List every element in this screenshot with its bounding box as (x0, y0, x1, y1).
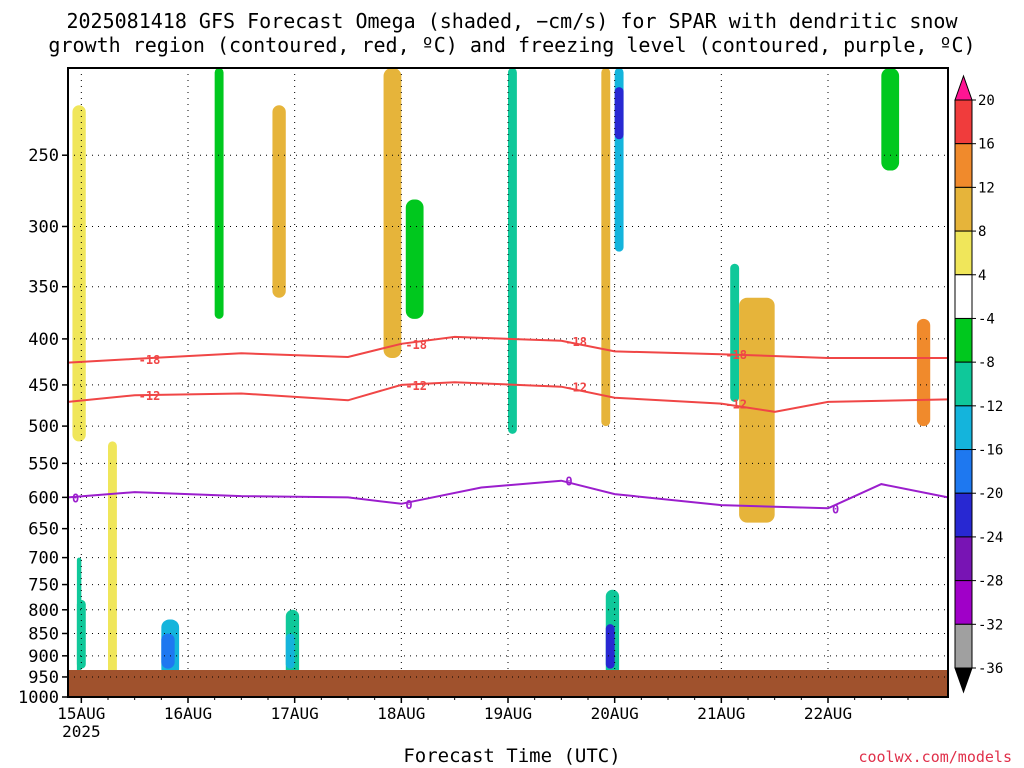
omega-cell (272, 105, 286, 298)
x-axis: 15AUG 16AUG 17AUG 18AUG 19AUG 20AUG 21AUG 22AUG… (57, 697, 909, 741)
colorbar-bin (954, 274, 973, 319)
contour-minus12 (67, 381, 949, 413)
omega-cell (405, 199, 424, 319)
colorbar-bin (954, 536, 973, 582)
colorbar-label: -32 (978, 617, 1003, 633)
colorbar-bottom-arrow (954, 667, 973, 694)
y-tick-label: 250 (28, 146, 59, 166)
y-tick-label: 600 (28, 488, 59, 508)
x-tick-label: 15AUG (57, 704, 105, 723)
x-tick-label: 16AUG (164, 704, 212, 723)
colorbar-label: -28 (978, 574, 1003, 590)
grid-lines (68, 68, 948, 678)
contour-label: 0 (565, 475, 572, 489)
x-tick-label: 17AUG (271, 704, 319, 723)
ground-band (68, 670, 948, 697)
chart-title-line-1: 2025081418 GFS Forecast Omega (shaded, −… (66, 9, 958, 33)
y-tick-label: 550 (28, 454, 59, 474)
colorbar-bin (954, 361, 973, 407)
omega-cell (72, 105, 86, 442)
contour-label: -12 (405, 379, 427, 393)
y-tick-label: 350 (28, 278, 59, 298)
colorbar-bin (954, 186, 973, 232)
colorbar-label: 12 (978, 180, 995, 196)
x-tick-label: 19AUG (484, 704, 532, 723)
x-tick-label: 20AUG (591, 704, 639, 723)
chart-title-line-2: growth region (contoured, red, ºC) and f… (48, 33, 976, 57)
colorbar-label: 4 (978, 268, 986, 284)
colorbar: 20 16 12 8 4 -4 -8 -12 -16 -20 -24 -28 -32 -36 (954, 74, 1003, 694)
omega-cell (605, 624, 615, 669)
omega-cell (601, 68, 611, 427)
contour-label: -18 (565, 335, 587, 349)
omega-cell (383, 68, 402, 358)
colorbar-bin (954, 449, 973, 494)
colorbar-label: -16 (978, 443, 1003, 459)
contour-label: 0 (72, 491, 79, 505)
colorbar-bin (954, 143, 973, 188)
y-tick-label: 650 (28, 520, 59, 540)
omega-cell (285, 633, 295, 669)
contour-label: -12 (725, 398, 747, 412)
y-tick-label: 450 (28, 376, 59, 396)
colorbar-label: 8 (978, 224, 986, 240)
x-tick-label: 21AUG (697, 704, 745, 723)
omega-cell (614, 87, 624, 140)
credit-text: coolwx.com/models (858, 748, 1012, 766)
colorbar-label: 20 (978, 93, 995, 109)
x-axis-label: Forecast Time (UTC) (403, 745, 621, 767)
contour-label: -12 (565, 381, 587, 395)
colorbar-label: -8 (978, 355, 995, 371)
colorbar-label: -4 (978, 311, 995, 327)
omega-cell (881, 68, 900, 171)
colorbar-label: -24 (978, 530, 1003, 546)
colorbar-bin (954, 317, 973, 363)
colorbar-bin (954, 492, 973, 538)
colorbar-label: -20 (978, 486, 1003, 502)
contour-label: 0 (832, 502, 839, 516)
omega-cell (916, 318, 931, 427)
y-tick-label: 1000 (18, 688, 59, 708)
colorbar-label: -36 (978, 661, 1003, 677)
x-tick-label: 22AUG (804, 704, 852, 723)
contour-minus18 (67, 335, 948, 364)
omega-cell (161, 633, 175, 669)
y-tick-label: 400 (28, 330, 59, 350)
contour-label: -12 (139, 389, 161, 403)
omega-cell (508, 68, 517, 434)
colorbar-bin (954, 99, 973, 145)
x-tick-label: 18AUG (377, 704, 425, 723)
omega-shading (72, 68, 931, 682)
contour-label: 0 (405, 498, 412, 512)
omega-cell (730, 263, 740, 402)
colorbar-bin (954, 405, 973, 451)
colorbar-label: -12 (978, 399, 1003, 415)
omega-cell (214, 68, 224, 319)
colorbar-label: 16 (978, 137, 995, 153)
colorbar-top-arrow (954, 74, 973, 101)
y-tick-label: 300 (28, 217, 59, 237)
y-tick-label: 500 (28, 417, 59, 437)
omega-cell (739, 297, 775, 523)
contour-label: -18 (725, 348, 747, 362)
y-tick-label: 700 (28, 549, 59, 569)
contour-label: -18 (405, 338, 427, 352)
contour-label: -18 (139, 353, 161, 367)
colorbar-bin (954, 580, 973, 625)
x-year-label: 2025 (62, 722, 101, 741)
y-tick-label: 800 (28, 601, 59, 621)
y-tick-label: 950 (28, 668, 59, 688)
omega-cell (76, 599, 86, 669)
colorbar-bin (954, 230, 973, 276)
y-tick-label: 750 (28, 576, 59, 596)
y-tick-label: 900 (28, 647, 59, 667)
omega-cell (108, 441, 117, 677)
y-axis: 250 300 350 400 450 500 550 600 650 700 750 800 850 9… (18, 146, 68, 708)
colorbar-bin (954, 623, 973, 669)
contour-freezing-level (67, 479, 949, 510)
y-tick-label: 850 (28, 624, 59, 644)
